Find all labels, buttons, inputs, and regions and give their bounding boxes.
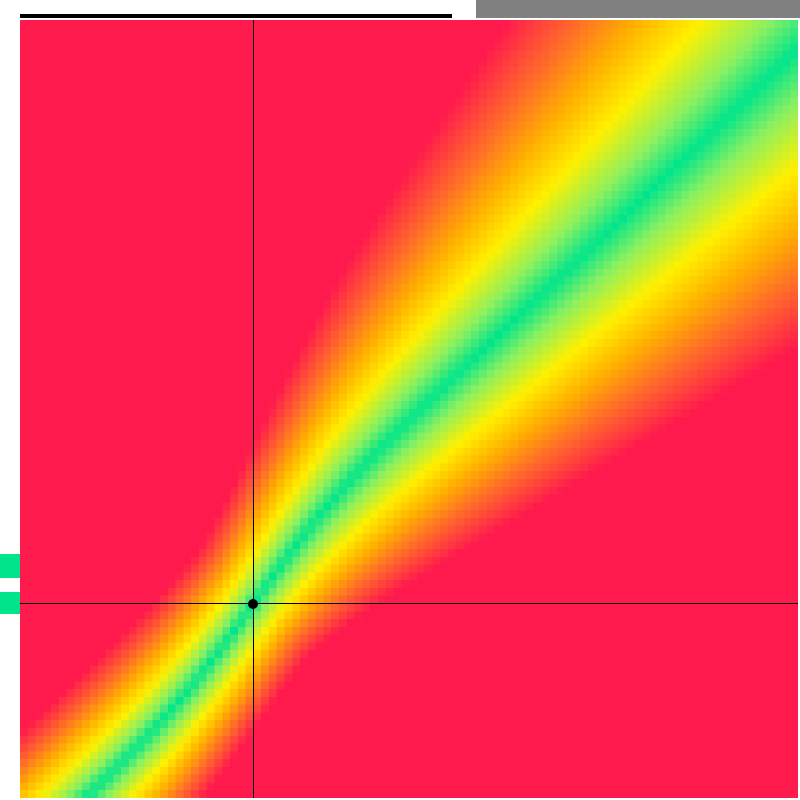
top-gray-strip [476,0,800,18]
heatmap-surface [20,20,798,798]
chart-container [0,0,800,800]
x-axis-line [20,603,798,604]
y-tick [0,592,20,614]
y-tick [0,554,20,578]
top-border-line [20,14,452,18]
origin-marker [248,599,258,609]
y-axis-line [253,20,254,798]
